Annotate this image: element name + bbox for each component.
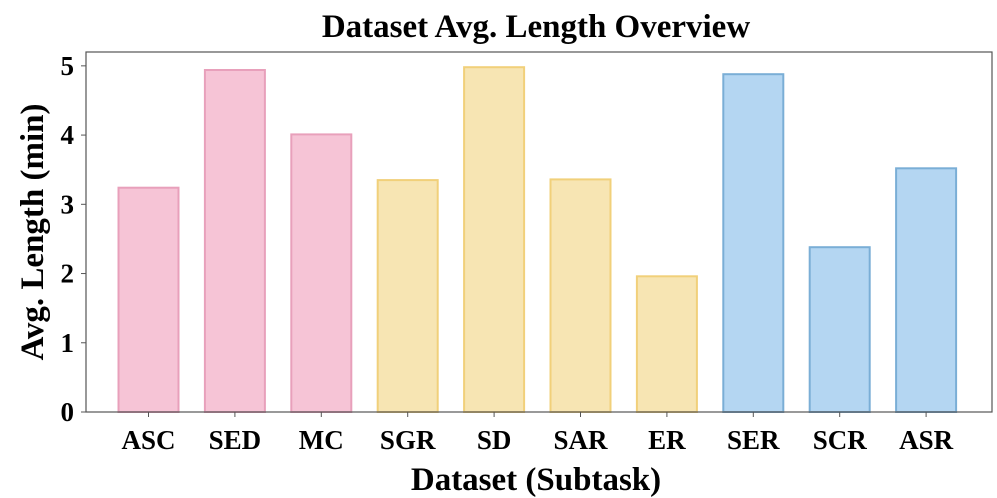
bar-sd [463, 66, 526, 413]
x-tick-label-ser: SER [727, 425, 780, 455]
y-tick-label: 2 [61, 259, 75, 289]
x-tick-label-sar: SAR [553, 425, 608, 455]
y-tick-label: 0 [61, 397, 75, 427]
x-axis: ASC SED MC SGR SD SAR ER SER SCR ASR [121, 412, 954, 455]
x-tick-label-sed: SED [209, 425, 262, 455]
bar-asr [895, 167, 958, 413]
bar-group [117, 66, 958, 413]
x-tick-label-asr: ASR [899, 425, 954, 455]
bar-sar [549, 178, 612, 413]
y-tick-label: 4 [61, 120, 75, 150]
x-axis-label: Dataset (Subtask) [411, 462, 661, 498]
bar-sed [203, 69, 266, 413]
x-tick-label-sgr: SGR [380, 425, 436, 455]
bar-asc [117, 186, 180, 413]
x-tick-label-scr: SCR [813, 425, 868, 455]
chart-title: Dataset Avg. Length Overview [322, 9, 750, 45]
bar-mc [290, 133, 353, 413]
y-axis: 0 1 2 3 4 5 [61, 51, 86, 427]
y-tick-label: 5 [61, 51, 75, 81]
y-axis-label: Avg. Length (min) [15, 104, 51, 361]
x-tick-label-sd: SD [477, 425, 512, 455]
x-tick-label-er: ER [648, 425, 686, 455]
plot-frame [85, 51, 993, 413]
x-tick-label-mc: MC [299, 425, 344, 455]
y-tick-label: 3 [61, 189, 75, 219]
bar-sgr [376, 179, 439, 413]
bar-scr [808, 246, 871, 413]
bar-ser [722, 73, 785, 413]
x-tick-label-asc: ASC [121, 425, 175, 455]
y-tick-label: 1 [61, 328, 75, 358]
bar-er [635, 275, 698, 413]
